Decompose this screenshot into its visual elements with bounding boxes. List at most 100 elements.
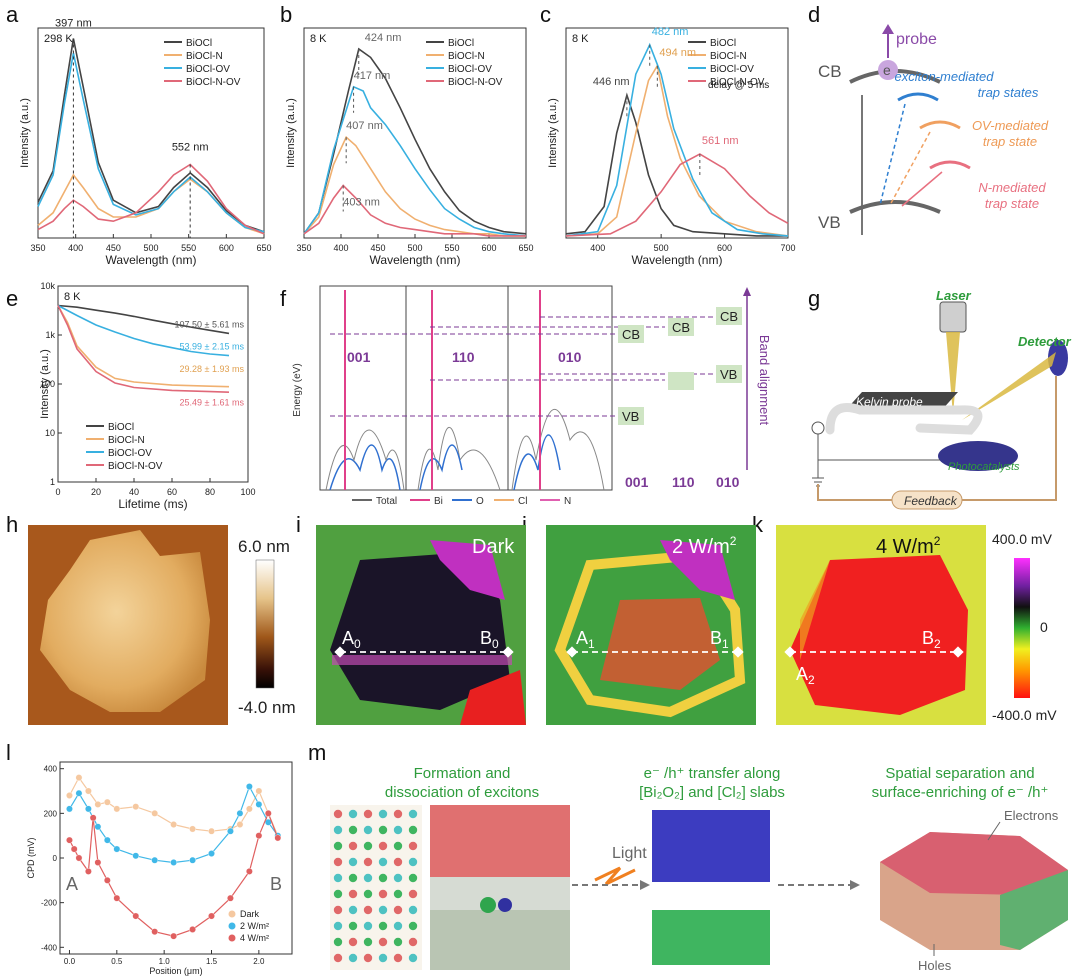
kpfm-2w-title: 2 W/m2	[672, 534, 737, 558]
peak-label-c-0: 446 nm	[593, 76, 630, 88]
cb-tag-010: CB	[720, 309, 738, 324]
y-tick-label-l: -400	[41, 943, 58, 952]
holes-label: Holes	[918, 958, 952, 973]
marker-a1-icon	[566, 646, 578, 658]
data-point-l-1	[255, 801, 263, 808]
lattice-atom	[408, 937, 418, 947]
facet-001: 001	[347, 349, 371, 365]
y-tick-label-l: 200	[44, 809, 58, 818]
lattice-atom	[363, 921, 373, 931]
data-point-l-2	[151, 928, 159, 936]
dos-o-010	[513, 434, 561, 491]
data-point-l-0	[255, 787, 263, 795]
data-point-l-0	[94, 801, 102, 808]
lattice-atom	[393, 937, 403, 947]
lattice-atom	[363, 905, 373, 915]
lattice-atom	[378, 937, 388, 947]
legend-label-a-1: BiOCl-N	[186, 51, 223, 62]
panel-label-g: g	[808, 286, 820, 311]
legend-label-c-2: BiOCl-OV	[710, 64, 754, 75]
o-atom-icon	[498, 898, 512, 912]
legend-label-b-2: BiOCl-OV	[448, 64, 492, 75]
kpfm-dark-grain	[330, 552, 510, 710]
data-point-l-2	[227, 894, 234, 902]
dos-o-110	[419, 444, 463, 491]
voltage-source-icon	[811, 421, 825, 435]
data-point-l-2	[66, 836, 73, 844]
series-line-a-1	[37, 173, 265, 235]
electrons-label: Electrons	[1004, 808, 1059, 823]
cbar-bottom: -400.0 mV	[992, 707, 1057, 723]
legend-label-l-0: Dark	[240, 909, 260, 919]
afm-bottom-value: -4.0 nm	[238, 698, 296, 717]
cl-atom-icon	[480, 897, 496, 913]
lattice-atom	[333, 937, 343, 947]
kpfm-2w: 2 W/m2 A1 B1	[546, 525, 756, 725]
lattice-atom	[378, 889, 388, 899]
peak-label-c-1: 482 nm	[652, 26, 689, 38]
cantilever-arm	[825, 403, 983, 435]
vb-tag-010: VB	[720, 367, 737, 382]
y-tick-label-e: 1	[50, 477, 55, 487]
lattice-atom	[393, 873, 403, 883]
panel-label-f: f	[280, 286, 287, 311]
x-tick-label-b: 500	[407, 243, 422, 253]
kpfm-2w-core	[600, 598, 720, 690]
data-point-l-0	[170, 821, 178, 828]
kpfm-4w-edge	[800, 560, 830, 660]
arrow-1-head-icon	[640, 880, 650, 890]
lattice-atom	[333, 889, 343, 899]
lattice-atom	[408, 953, 418, 963]
condition-a: 298 K	[44, 33, 73, 45]
vb-label: VB	[818, 213, 841, 232]
lattice-atom	[333, 841, 343, 851]
x-tick-label-c: 700	[780, 243, 795, 253]
band-alignment-arrow-icon	[743, 287, 751, 296]
legend-label-e-2: BiOCl-OV	[108, 448, 152, 459]
series-line-c-1	[565, 63, 789, 237]
data-point-l-1	[227, 827, 234, 835]
panel-label-a: a	[6, 2, 19, 27]
lattice-atom	[333, 873, 343, 883]
lattice-atom	[363, 809, 373, 819]
data-point-l-0	[103, 798, 111, 806]
laser-label: Laser	[936, 288, 972, 303]
kpfm-dark: Dark A0 B0	[316, 525, 526, 725]
x-tick-label-e: 80	[205, 487, 215, 497]
y-tick-label-e: 100	[40, 379, 55, 389]
cl-layer	[430, 910, 570, 970]
panel-label-j: j	[521, 512, 527, 537]
lattice-atom	[378, 841, 388, 851]
x-tick-label-a: 350	[30, 243, 45, 253]
chart-panel-l: 0.0 0.5 1.0 1.5 2.0 -400 -200 0 200 400 Position (…	[26, 761, 293, 976]
cb-label: CB	[818, 62, 842, 81]
dos-total-010	[511, 408, 605, 491]
electron-icon	[878, 60, 898, 80]
feedback-label: Feedback	[904, 494, 958, 508]
lattice-atom	[378, 953, 388, 963]
trap2-line2: trap state	[983, 134, 1037, 149]
lattice-atom	[408, 905, 418, 915]
peak-label-c-2: 494 nm	[659, 47, 696, 59]
x-axis-label-l: Position (μm)	[149, 966, 202, 976]
x-tick-label-b: 600	[481, 243, 496, 253]
afm-grain	[40, 530, 210, 712]
x-tick-label-b: 550	[444, 243, 459, 253]
legend-total: Total	[376, 496, 397, 507]
m-title1-line1: Formation and	[414, 765, 511, 782]
panel-label-l: l	[6, 740, 11, 765]
y-axis-label-e: Intensity (a.u.)	[39, 349, 51, 419]
ov-trap-level	[919, 120, 961, 130]
kpfm-colorbar	[1014, 558, 1030, 698]
cb-box-110	[668, 318, 694, 336]
lattice-atom	[408, 809, 418, 819]
electron-slab	[652, 810, 770, 882]
panel-label-c: c	[540, 2, 551, 27]
data-point-l-1	[75, 789, 83, 797]
series-line-a-0	[37, 38, 265, 233]
probe-label: probe	[896, 31, 937, 48]
legend-cl: Cl	[518, 496, 527, 507]
kpfm-4w: 4 W/m2 A2 B2 400.0 mV 0 -400.0 mV	[776, 525, 1057, 725]
chart-panel-e: 0 20 40 60 80 100 Lifetime (ms) Intensity (a.u.…	[39, 281, 256, 511]
legend-label-l-2: 4 W/m²	[240, 933, 269, 943]
